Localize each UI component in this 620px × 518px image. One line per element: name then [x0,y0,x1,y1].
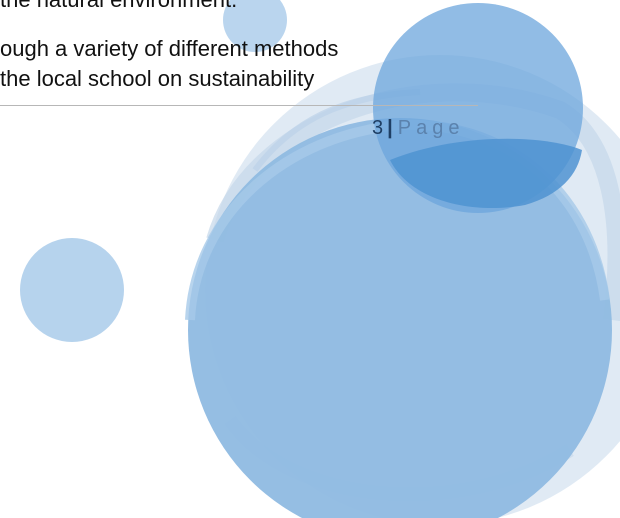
body-text-line: the natural environment. [0,0,237,13]
body-text-line: the local school on sustainability [0,66,315,91]
footer-rule [0,105,478,106]
top-small-circle [223,0,287,52]
page-footer: 3 | Page [372,116,464,140]
main-blue-circle [188,118,612,518]
footer-separator: | [387,117,393,139]
overlap-dark-region [390,138,582,208]
left-small-circle [20,238,124,342]
body-text-line: ough a variety of different methods [0,36,339,61]
page-label: Page [397,117,465,139]
page-number: 3 [372,117,384,139]
